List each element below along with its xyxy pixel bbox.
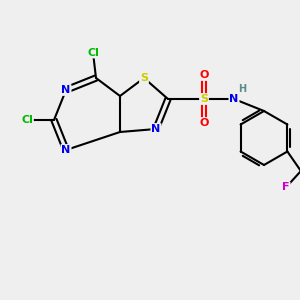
Text: N: N [152, 124, 160, 134]
Text: N: N [230, 94, 238, 104]
Text: N: N [61, 145, 70, 155]
Text: S: S [200, 94, 208, 104]
Text: S: S [140, 73, 148, 83]
Text: N: N [61, 85, 70, 95]
Text: O: O [199, 118, 209, 128]
Text: Cl: Cl [87, 47, 99, 58]
Text: F: F [298, 191, 300, 202]
Text: Cl: Cl [21, 115, 33, 125]
Text: O: O [199, 70, 209, 80]
Text: F: F [282, 182, 290, 193]
Text: H: H [238, 83, 247, 94]
